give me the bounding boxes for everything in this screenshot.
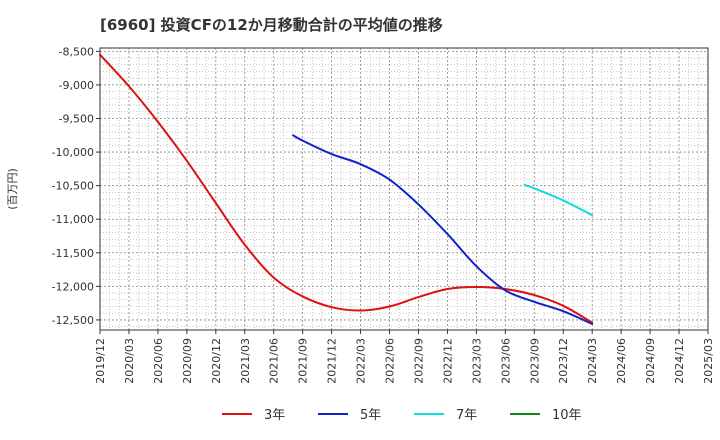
x-tick-label: 2024/12 (673, 338, 686, 384)
series-line-3年 (99, 53, 594, 324)
x-tick-label: 2024/06 (615, 338, 628, 384)
legend-item: 3年 (222, 408, 285, 423)
legend-label: 5年 (360, 408, 381, 423)
y-axis-label: (百万円) (6, 168, 19, 210)
y-tick-label: -9,500 (59, 113, 94, 126)
x-tick-label: 2021/03 (239, 338, 252, 384)
y-tick-label: -11,500 (52, 247, 94, 260)
x-tick-label: 2025/03 (702, 338, 715, 384)
x-tick-label: 2020/03 (123, 338, 136, 384)
x-tick-label: 2022/12 (441, 338, 454, 384)
legend-label: 7年 (456, 408, 477, 423)
y-tick-label: -11,000 (52, 213, 94, 226)
legend-item: 10年 (510, 408, 582, 423)
x-tick-label: 2021/06 (268, 338, 281, 384)
x-tick-label: 2024/09 (644, 338, 657, 384)
x-tick-label: 2022/03 (355, 338, 368, 384)
y-tick-label: -12,000 (52, 280, 94, 293)
x-tick-label: 2023/03 (470, 338, 483, 384)
y-tick-label: -8,500 (59, 45, 94, 58)
x-tick-label: 2024/03 (586, 338, 599, 384)
legend-label: 10年 (552, 408, 582, 423)
x-tick-label: 2022/09 (412, 338, 425, 384)
y-tick-label: -10,000 (52, 146, 94, 159)
chart-title: [6960] 投資CFの12か月移動合計の平均値の推移 (100, 16, 443, 34)
y-tick-label: -9,000 (59, 79, 94, 92)
x-tick-label: 2021/09 (297, 338, 310, 384)
grid (99, 48, 709, 330)
legend-item: 7年 (414, 408, 477, 423)
x-tick-label: 2021/12 (326, 338, 339, 384)
x-tick-label: 2020/09 (181, 338, 194, 384)
legend: 3年 5年 7年 10年 (222, 408, 582, 423)
series-lines (99, 53, 594, 325)
series-line-5年 (292, 134, 594, 325)
x-tick-label: 2023/12 (557, 338, 570, 384)
x-tick-label: 2019/12 (94, 338, 107, 384)
x-tick-label: 2020/06 (152, 338, 165, 384)
y-tick-label: -10,500 (52, 180, 94, 193)
plot-frame (99, 47, 709, 331)
series-line-7年 (523, 183, 594, 217)
x-tick-label: 2023/09 (528, 338, 541, 384)
y-tick-label: -12,500 (52, 314, 94, 327)
legend-label: 3年 (264, 408, 285, 423)
legend-item: 5年 (318, 408, 381, 423)
x-tick-label: 2022/06 (384, 338, 397, 384)
x-tick-label: 2020/12 (210, 338, 223, 384)
x-tick-label: 2023/06 (499, 338, 512, 384)
axes: -8,500 -9,000 -9,500 -10,000 -10,500 -11,000 -… (6, 45, 715, 383)
